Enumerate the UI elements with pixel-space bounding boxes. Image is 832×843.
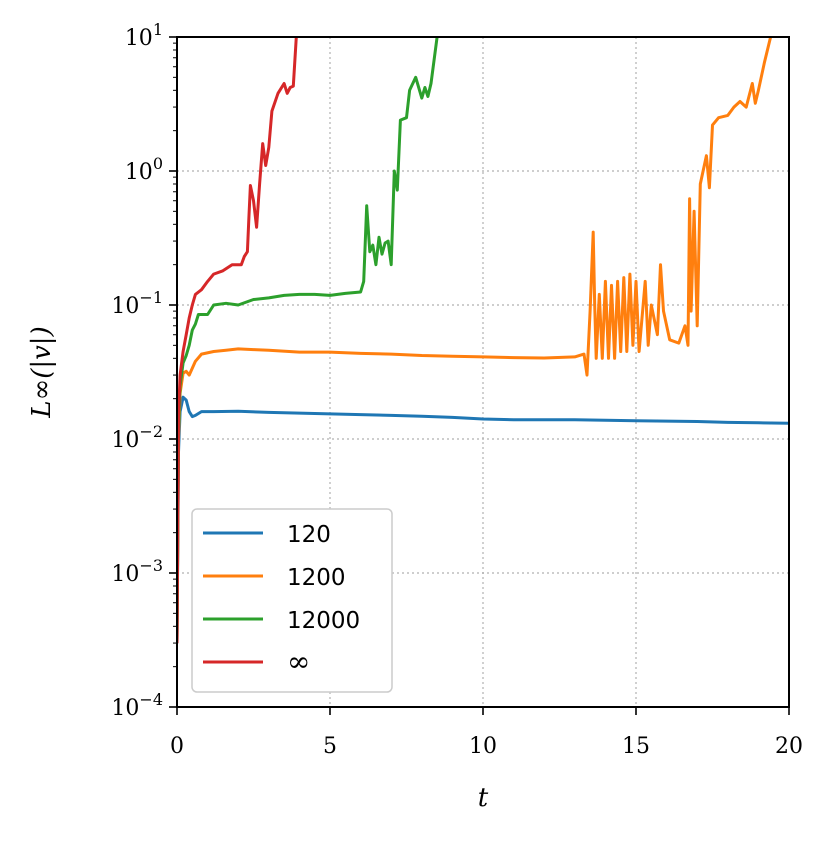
legend-label-1: 1200 xyxy=(287,565,346,591)
x-tick-label: 15 xyxy=(622,734,650,759)
y-tick-label: 101 xyxy=(125,20,163,51)
series-line-1 xyxy=(177,37,773,644)
y-tick-label: 10−2 xyxy=(111,422,163,453)
y-tick-exponent: 1 xyxy=(153,20,163,39)
y-tick-base: 10 xyxy=(125,26,153,51)
y-tick-exponent: 0 xyxy=(153,154,163,173)
x-axis-label: t xyxy=(478,783,489,813)
legend-box xyxy=(191,508,393,693)
y-tick-exponent: −1 xyxy=(139,288,163,307)
legend-label-3: ∞ xyxy=(287,645,310,678)
y-tick-label: 10−1 xyxy=(111,288,163,319)
series-line-3 xyxy=(177,37,298,644)
series-line-2 xyxy=(177,37,439,644)
y-tick-base: 10 xyxy=(125,160,153,185)
grid-lines xyxy=(177,37,789,707)
y-tick-exponent: −2 xyxy=(139,422,163,441)
y-tick-base: 10 xyxy=(111,294,139,319)
y-tick-label: 10−3 xyxy=(111,556,163,587)
y-tick-base: 10 xyxy=(111,562,139,587)
x-tick-label: 0 xyxy=(170,734,184,759)
y-axis-label: L∞(|v|) xyxy=(27,326,57,418)
y-tick-label: 10−4 xyxy=(111,690,163,721)
y-tick-exponent: −4 xyxy=(139,690,163,709)
x-tick-label: 10 xyxy=(469,734,497,759)
legend-label-2: 12000 xyxy=(287,608,360,634)
series-line-0 xyxy=(177,395,789,644)
y-tick-base: 10 xyxy=(111,428,139,453)
x-tick-label: 20 xyxy=(775,734,803,759)
y-tick-base: 10 xyxy=(111,696,139,721)
y-tick-label: 100 xyxy=(125,154,163,185)
y-tick-exponent: −3 xyxy=(139,556,163,575)
axis-ticks xyxy=(169,36,790,715)
legend-label-0: 120 xyxy=(287,522,331,548)
series-lines xyxy=(177,37,789,644)
x-tick-label: 5 xyxy=(323,734,337,759)
legend: 120 1200 12000 ∞ xyxy=(191,508,393,693)
